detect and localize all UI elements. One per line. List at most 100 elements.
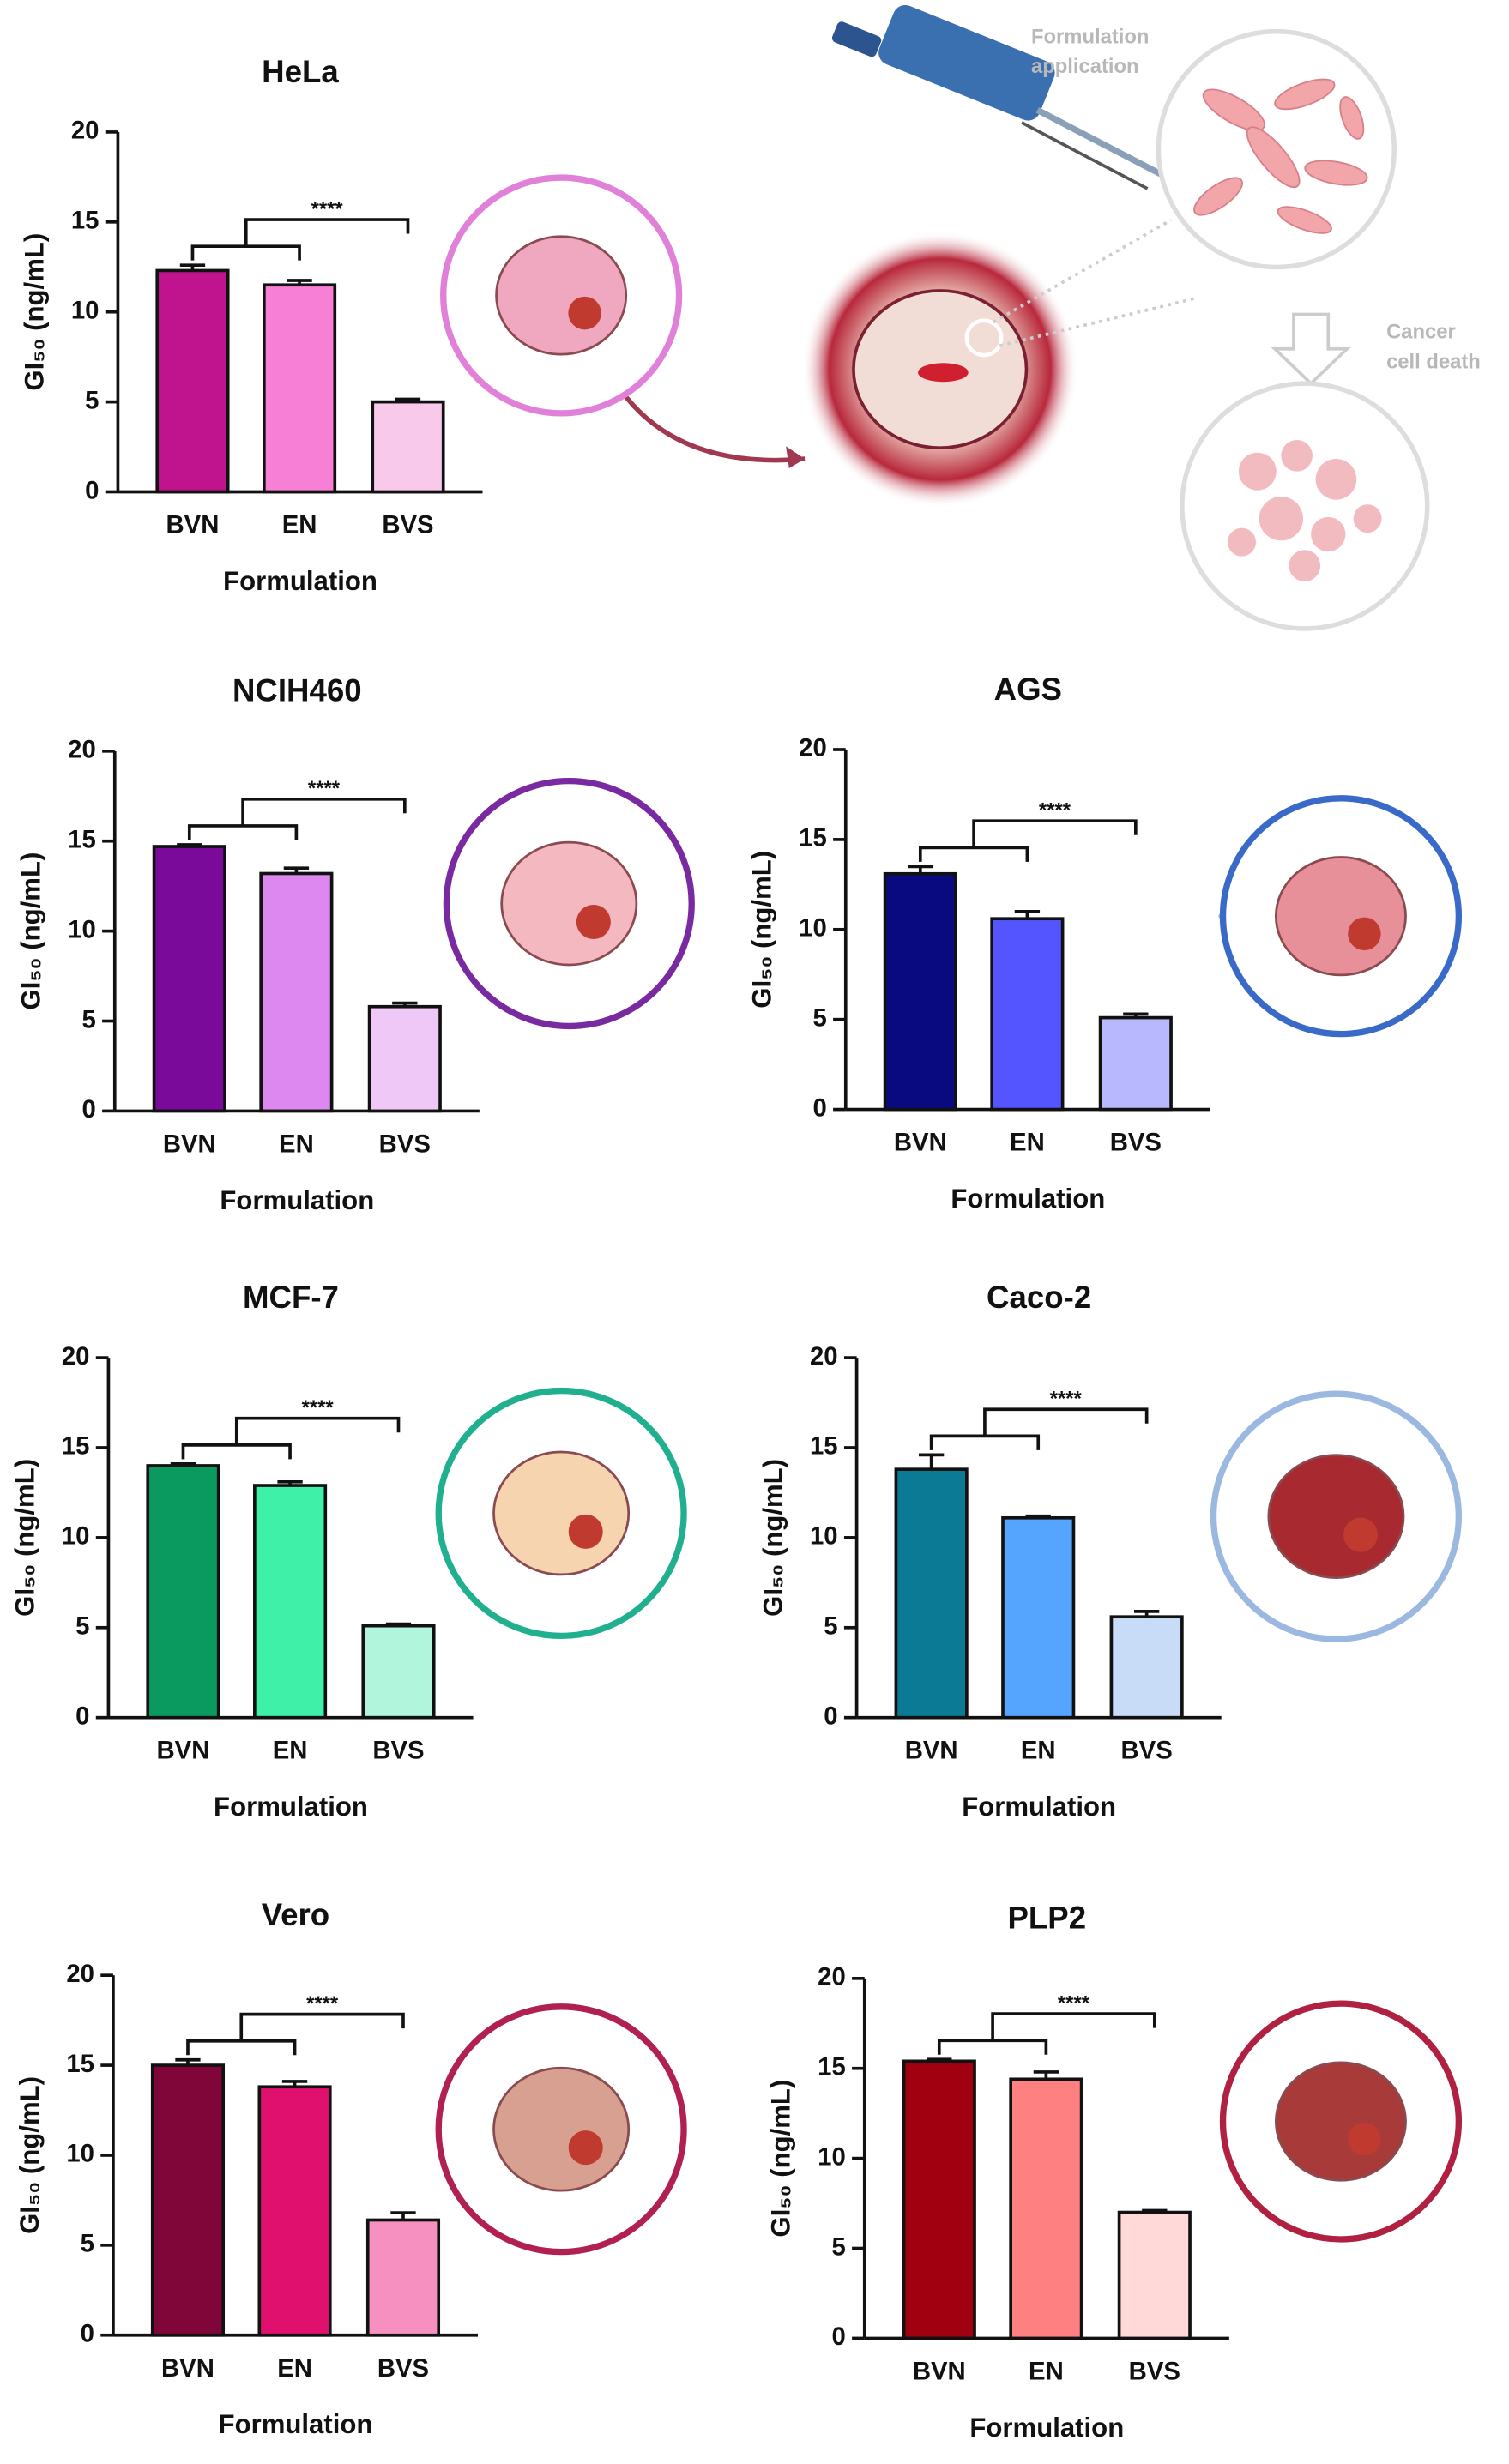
y-tick-label: 10 (799, 914, 827, 943)
bar (361, 1624, 436, 1720)
x-tick-label: EN (1029, 2357, 1064, 2385)
y-tick-label: 10 (62, 1522, 90, 1551)
tumor (1348, 917, 1381, 951)
bracket (983, 1407, 1149, 1437)
y-tick-label: 5 (85, 386, 99, 414)
y-tick-label: 20 (68, 736, 96, 764)
tumor (568, 2130, 603, 2166)
x-tick-label: BVS (377, 2354, 429, 2383)
y-axis-label: GI₅₀ (ng/mL) (19, 233, 49, 391)
tumor (1343, 1517, 1379, 1552)
error-bar (281, 2080, 308, 2087)
zoom (964, 318, 1004, 358)
error-bar (277, 1480, 303, 1486)
bar (365, 2218, 441, 2337)
tumor (568, 1514, 603, 1549)
death-label: cell death (1386, 351, 1481, 374)
y-axis-label: GI₅₀ (ng/mL) (747, 851, 777, 1009)
significance: **** (1039, 799, 1071, 822)
y-tick-label: 15 (68, 825, 96, 853)
bar (146, 1464, 220, 1720)
y-tick-label: 20 (799, 734, 827, 762)
bar (259, 871, 334, 1113)
y-tick-label: 10 (68, 915, 96, 943)
organ (492, 1450, 631, 1576)
bar (1109, 1615, 1184, 1720)
bar (152, 845, 226, 1113)
y-tick-label: 5 (831, 2232, 845, 2261)
x-axis-label: Formulation (214, 1792, 368, 1822)
down-arrow (1271, 312, 1351, 386)
y-axis-label: GI₅₀ (ng/mL) (15, 2076, 45, 2234)
x-axis-label: Formulation (223, 566, 377, 596)
y-tick-label: 20 (810, 1342, 838, 1371)
organ (495, 235, 628, 356)
x-axis-label: Formulation (951, 1184, 1105, 1214)
bar (257, 2085, 332, 2337)
bracket (972, 819, 1138, 848)
organ (492, 2066, 631, 2192)
error-bar (918, 1453, 945, 1470)
organ (1267, 1454, 1405, 1579)
significance: **** (1050, 1388, 1083, 1411)
x-tick-label: BVN (913, 2357, 966, 2385)
bracket (918, 846, 1029, 862)
bar (883, 871, 957, 1112)
error-bar (1123, 1012, 1149, 1018)
error-bar (1014, 909, 1041, 919)
significance: **** (302, 1396, 335, 1419)
y-tick-label: 5 (812, 1003, 826, 1032)
illustration: Formulation application Cancer cell deat… (602, 4, 1481, 631)
error-bar (1025, 1514, 1051, 1518)
bracket (239, 2012, 405, 2041)
error-bar (283, 866, 310, 874)
bracket (991, 2012, 1156, 2041)
y-tick-label: 15 (810, 1432, 838, 1461)
error-bar (179, 263, 206, 271)
tumor (576, 904, 611, 940)
x-tick-label: BVN (157, 1737, 210, 1765)
organ (500, 840, 638, 967)
x-tick-label: EN (1010, 1129, 1045, 1157)
y-tick-label: 15 (71, 207, 100, 235)
x-tick-label: BVS (1121, 1737, 1173, 1765)
bar (1098, 1015, 1173, 1112)
application-label: application (1031, 55, 1139, 78)
y-tick-label: 5 (81, 2230, 94, 2258)
significance: **** (308, 777, 341, 800)
x-tick-label: BVN (161, 2354, 214, 2383)
bar (150, 2063, 226, 2337)
error-bar (177, 843, 202, 847)
x-tick-label: EN (279, 1130, 314, 1158)
significance: **** (306, 1992, 339, 2015)
bar (262, 283, 337, 494)
error-bar (1033, 2070, 1059, 2080)
error-bar (1142, 2208, 1168, 2213)
y-tick-label: 10 (71, 296, 100, 324)
y-tick-label: 20 (66, 1960, 94, 1988)
organ (1274, 856, 1407, 977)
y-tick-label: 15 (818, 2052, 846, 2081)
bar (1001, 1515, 1076, 1720)
chart-title: HeLa (262, 54, 339, 89)
chart: Caco-2 0 5 10 15 20 GI₅₀ (ng/mL) FormulationBVN… (758, 1280, 1463, 1822)
death-circle (1180, 381, 1430, 631)
y-tick-label: 20 (818, 1963, 846, 1991)
tumor (1348, 2122, 1381, 2156)
bracket (181, 1443, 292, 1460)
y-tick-label: 0 (824, 1702, 837, 1730)
x-tick-label: BVS (379, 1130, 431, 1158)
bracket (937, 2039, 1048, 2055)
error-bar (170, 1462, 196, 1466)
y-tick-label: 0 (75, 1702, 89, 1730)
significance: **** (311, 197, 344, 220)
error-bar (908, 865, 933, 874)
x-axis-label: Formulation (220, 1185, 374, 1215)
y-axis-label: GI₅₀ (ng/mL) (758, 1459, 788, 1617)
error-bar (927, 2057, 952, 2062)
error-bar (287, 279, 312, 286)
bar (990, 917, 1065, 1112)
